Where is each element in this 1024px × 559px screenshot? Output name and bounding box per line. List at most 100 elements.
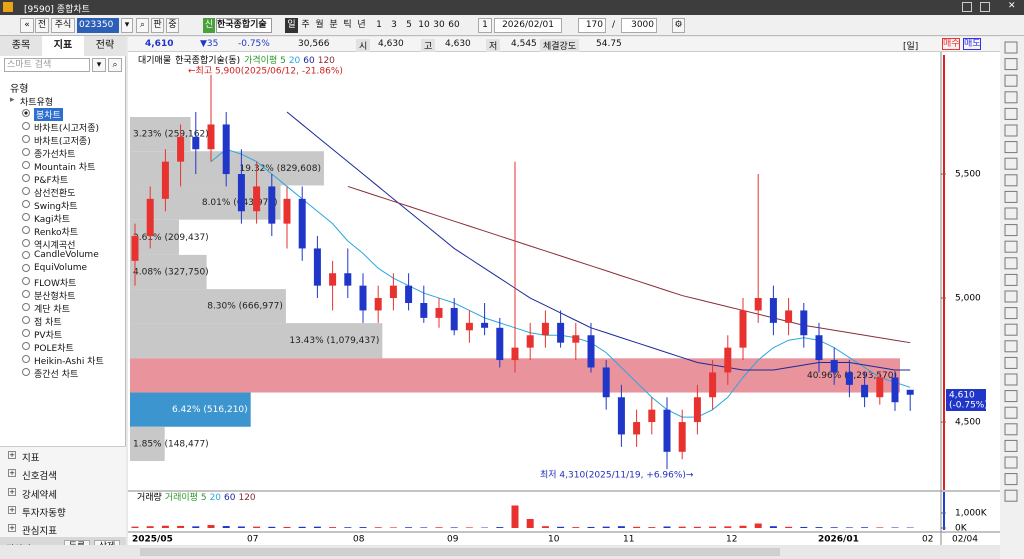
chart-type[interactable]: 종가선차트 — [34, 149, 76, 160]
period-btn[interactable]: 주 — [301, 20, 310, 30]
radio[interactable] — [22, 134, 30, 143]
radio[interactable] — [22, 264, 30, 273]
section[interactable]: 강세약세 — [22, 489, 57, 501]
tool-icon[interactable] — [1004, 240, 1018, 253]
radio[interactable] — [22, 225, 30, 234]
chart-type[interactable]: 분산형차트 — [34, 292, 76, 303]
search-icon[interactable]: ⌕ — [108, 58, 122, 72]
radio[interactable] — [22, 277, 30, 286]
chart-type[interactable]: 바차트(시고저종) — [34, 123, 99, 134]
expand-icon[interactable]: + — [8, 487, 16, 496]
market-btn[interactable]: 주식 — [51, 18, 75, 33]
minimize[interactable] — [962, 2, 972, 12]
b2-btn[interactable]: 중 — [166, 18, 179, 33]
chart-type[interactable]: Swing차트 — [34, 201, 78, 212]
radio[interactable] — [22, 329, 30, 338]
tool-icon[interactable] — [1004, 456, 1018, 469]
max-input[interactable]: 3000 — [621, 18, 657, 33]
tool-icon[interactable] — [1004, 41, 1018, 54]
radio[interactable] — [22, 186, 30, 195]
radio[interactable] — [22, 199, 30, 208]
radio[interactable] — [22, 109, 30, 117]
tool-icon[interactable] — [1004, 174, 1018, 187]
chart-type[interactable]: Renko차트 — [34, 227, 79, 238]
tool-icon[interactable] — [1004, 190, 1018, 203]
search-box[interactable]: 스마트 검색 — [4, 58, 90, 72]
radio[interactable] — [22, 160, 30, 169]
expand-icon[interactable]: + — [8, 524, 16, 533]
minute-btn[interactable]: 10 — [418, 20, 430, 30]
radio[interactable] — [22, 342, 30, 351]
tool-icon[interactable] — [1004, 157, 1018, 170]
chart-type[interactable]: EquiVolume — [34, 263, 88, 274]
radio[interactable] — [22, 368, 30, 376]
count-input[interactable]: 170 — [578, 18, 606, 33]
tool-icon[interactable] — [1004, 224, 1018, 237]
tool-icon[interactable] — [1004, 141, 1018, 154]
chart-type[interactable]: 종간선 차트 — [34, 370, 79, 380]
buy-btn[interactable]: 매수 — [942, 38, 960, 50]
minute-btn[interactable]: 3 — [391, 20, 397, 30]
chart-type[interactable]: 역시계곡선 — [34, 240, 76, 251]
back-btn[interactable]: « — [20, 18, 34, 33]
chart-type[interactable]: 점 차트 — [34, 318, 62, 329]
tab[interactable]: 종목 — [11, 40, 31, 51]
chart-type[interactable]: P&F차트 — [34, 175, 69, 186]
chart-type[interactable]: Mountain 차트 — [34, 162, 96, 173]
tool-icon[interactable] — [1004, 207, 1018, 220]
minute-btn[interactable]: 30 — [433, 20, 445, 30]
radio[interactable] — [22, 355, 30, 364]
code-input[interactable]: 023350 — [77, 18, 119, 33]
tool-icon[interactable] — [1004, 473, 1018, 486]
radio[interactable] — [22, 290, 30, 299]
tool-icon[interactable] — [1004, 439, 1018, 452]
chart-type[interactable]: 계단 차트 — [34, 305, 70, 316]
radio[interactable] — [22, 173, 30, 182]
tool-icon[interactable] — [1004, 74, 1018, 87]
tool-icon[interactable] — [1004, 323, 1018, 336]
tool-icon[interactable] — [1004, 340, 1018, 353]
dropdown[interactable]: ▾ — [121, 18, 133, 33]
section[interactable]: 지표 — [22, 453, 40, 464]
expand-icon[interactable]: + — [8, 469, 16, 478]
tool-icon[interactable] — [1004, 273, 1018, 286]
tool-icon[interactable] — [1004, 423, 1018, 436]
close[interactable]: ✕ — [1008, 1, 1016, 11]
b1-btn[interactable]: 판 — [151, 18, 164, 33]
tool-icon[interactable] — [1004, 257, 1018, 270]
radio[interactable] — [22, 121, 30, 130]
period-btn[interactable]: 분 — [329, 20, 338, 30]
tool-icon[interactable] — [1004, 290, 1018, 303]
radio[interactable] — [22, 316, 30, 325]
radio[interactable] — [22, 147, 30, 156]
settings-btn[interactable]: ⚙ — [672, 18, 685, 33]
tool-icon[interactable] — [1004, 390, 1018, 403]
tab[interactable]: 전략 — [95, 40, 115, 51]
chart-type[interactable]: Kagi차트 — [34, 214, 71, 225]
minute-btn[interactable]: 5 — [406, 20, 412, 30]
scroll-thumb[interactable] — [140, 548, 780, 556]
date-input[interactable]: 2026/02/01 — [494, 18, 562, 33]
tool-icon[interactable] — [1004, 91, 1018, 104]
minute-btn[interactable]: 1 — [376, 20, 382, 30]
section[interactable]: 관심지표 — [22, 526, 57, 538]
radio[interactable] — [22, 303, 30, 312]
chart-type[interactable]: Heikin-Ashi 차트 — [34, 357, 104, 368]
section[interactable]: 신호검색 — [22, 471, 57, 483]
minute-btn[interactable]: 60 — [448, 20, 460, 30]
search-go[interactable]: ▾ — [92, 58, 106, 72]
radio[interactable] — [22, 238, 30, 247]
tool-icon[interactable] — [1004, 406, 1018, 419]
tab[interactable]: 지표 — [42, 36, 84, 56]
period-btn[interactable]: 일 — [285, 18, 298, 33]
search-btn[interactable]: ⌕ — [136, 18, 149, 33]
chart-type[interactable]: 봉차트 — [34, 108, 63, 121]
expand-icon[interactable]: + — [8, 505, 16, 514]
tool-icon[interactable] — [1004, 124, 1018, 137]
chart-type[interactable]: POLE차트 — [34, 344, 74, 355]
tool-icon[interactable] — [1004, 58, 1018, 71]
spin[interactable]: 1 — [478, 18, 492, 33]
expand-icon[interactable]: + — [8, 451, 16, 459]
radio[interactable] — [22, 212, 30, 221]
chart-type[interactable]: FLOW차트 — [34, 279, 77, 290]
